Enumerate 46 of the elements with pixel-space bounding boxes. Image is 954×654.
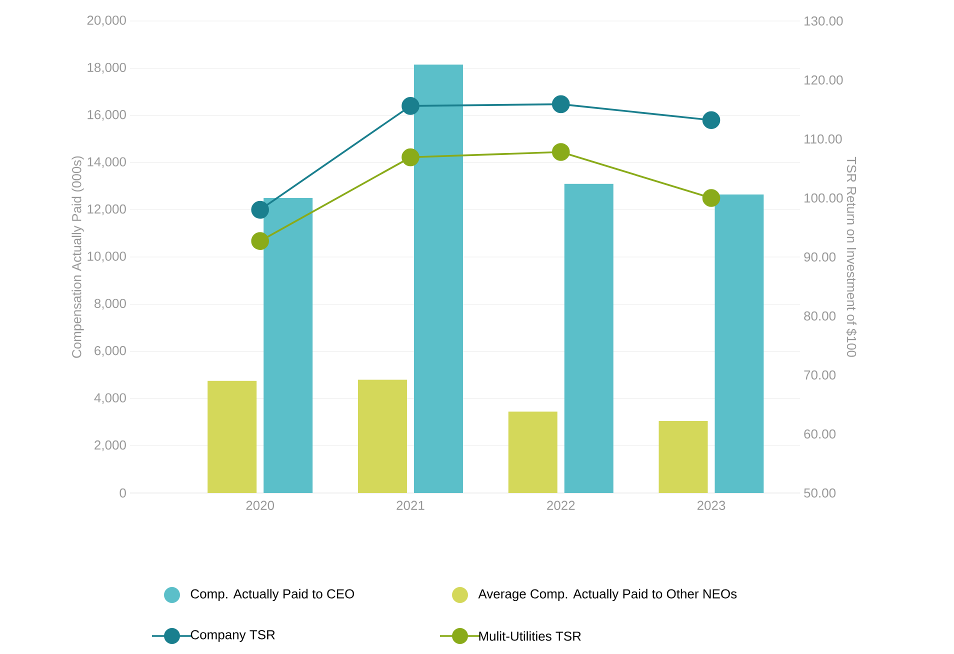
legend-label: Mulit-Utilities TSR (479, 631, 581, 641)
legend-label: Average Comp. Actually Paid to Other NEOs (478, 588, 737, 602)
point (402, 148, 420, 166)
y-tick-label: 6,000 (94, 346, 126, 357)
y2-axis-title: TSR Return on Investment of $100 (846, 156, 857, 357)
y2-tick-label: 120.00 (804, 75, 843, 85)
bar (714, 194, 764, 493)
point (552, 95, 570, 114)
bar (564, 184, 614, 493)
y-tick-label: 16,000 (88, 110, 126, 121)
point (251, 232, 269, 250)
y2-tick-label: 100.00 (804, 193, 843, 203)
bar (414, 64, 463, 493)
legend-label: Comp. Actually Paid to CEO (190, 588, 354, 602)
point (251, 200, 269, 219)
legend-label: Company TSR (190, 630, 275, 642)
y-tick-label: 8,000 (94, 298, 126, 310)
x-tick-label: 2021 (396, 500, 424, 510)
y-axis-title: Compensation Actually Paid (000s) (72, 156, 84, 358)
y-tick-label: 12,000 (88, 204, 126, 216)
bar (508, 412, 558, 493)
y-tick-label: 14,000 (88, 157, 126, 168)
bar (658, 421, 708, 493)
y-tick-label: 2,000 (94, 440, 126, 452)
y2-tick-label: 70.00 (804, 370, 836, 380)
y-tick-label: 20,000 (87, 16, 126, 26)
bar (264, 198, 313, 493)
y-tick-label: 4,000 (94, 393, 126, 404)
x-tick-label: 2020 (246, 500, 274, 510)
y2-tick-label: 110.00 (804, 134, 842, 144)
bar (358, 380, 407, 493)
x-tick-label: 2022 (547, 500, 575, 510)
point (552, 143, 570, 161)
y-tick-label: 0 (120, 488, 126, 498)
bar (208, 380, 257, 493)
point (702, 189, 720, 207)
y2-tick-label: 90.00 (804, 252, 836, 262)
y2-tick-label: 130.00 (804, 16, 843, 26)
y-tick-label: 10,000 (88, 252, 126, 262)
x-tick-label: 2023 (697, 500, 726, 510)
y-tick-label: 18,000 (88, 62, 126, 74)
point (402, 97, 420, 115)
y2-tick-label: 50.00 (804, 488, 836, 498)
y2-tick-label: 60.00 (804, 429, 836, 439)
point (702, 111, 720, 130)
y2-tick-label: 80.00 (804, 311, 836, 321)
